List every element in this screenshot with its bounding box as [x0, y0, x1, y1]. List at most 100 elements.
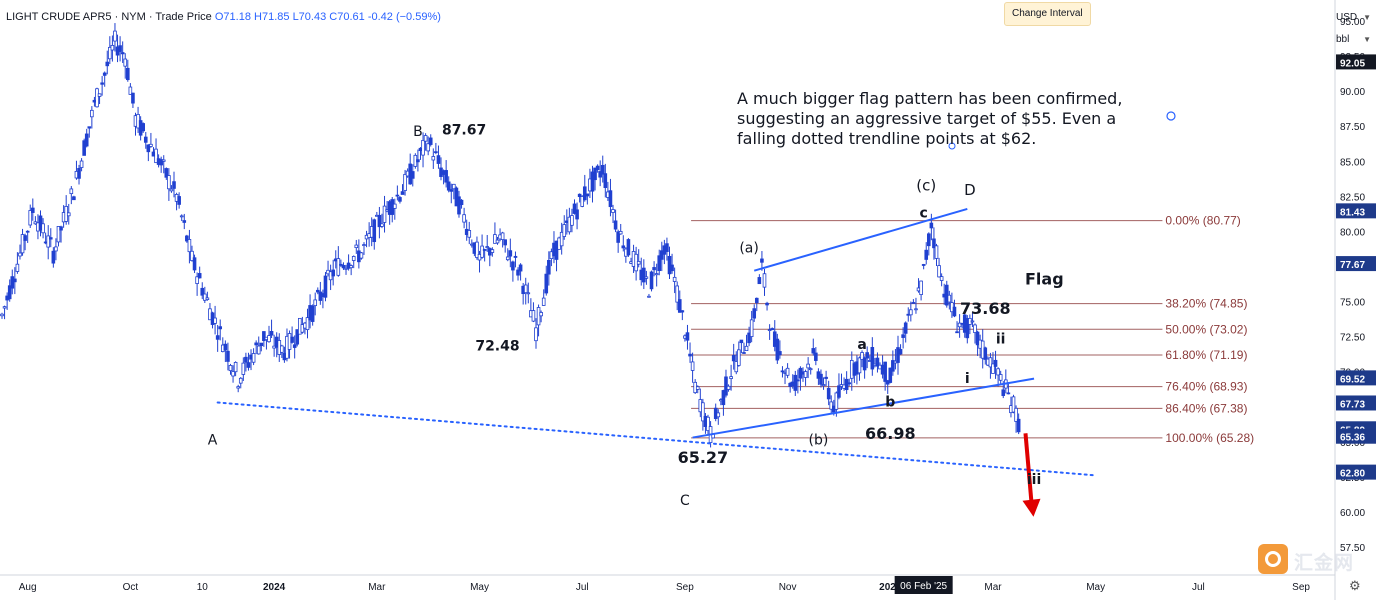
candle-body [28, 210, 33, 226]
candle-body [539, 312, 543, 317]
watermark-logo-icon [1258, 544, 1288, 574]
candle-body [672, 276, 677, 282]
candle-body [996, 368, 1000, 376]
candle-body [172, 181, 176, 189]
chart-label: i [965, 371, 970, 387]
candle-body [131, 92, 135, 104]
candle-body [354, 244, 359, 249]
dotted-trendline [216, 401, 1097, 477]
target-arrow-shaft [1023, 433, 1034, 503]
candle-body [921, 264, 926, 266]
symbol-name[interactable]: LIGHT CRUDE APR5 · NYM · Trade Price [6, 11, 212, 23]
chart-header: LIGHT CRUDE APR5 · NYM · Trade Price O71… [6, 11, 441, 23]
unit-label: bbl [1336, 34, 1350, 45]
y-tick-label: 60.00 [1340, 508, 1365, 519]
candle-body [616, 231, 620, 243]
candle-body [244, 356, 248, 363]
candle-body [814, 352, 818, 361]
candle-body [7, 285, 12, 300]
candle-body [585, 193, 590, 197]
candle-body [988, 357, 993, 368]
candle-body [377, 214, 382, 228]
candle-body [246, 362, 251, 368]
candle-body [359, 252, 364, 259]
candle-body [482, 249, 487, 251]
candle-body [803, 371, 808, 378]
candle-body [228, 365, 233, 372]
candle-body [934, 245, 939, 259]
x-tick-label: 2024 [263, 582, 286, 593]
candle-body [1001, 389, 1006, 396]
candle-body [434, 151, 438, 154]
candle-body [480, 245, 484, 258]
candle-body [118, 45, 122, 52]
candle-body [821, 384, 826, 387]
candle-body [159, 159, 163, 166]
candle-body [901, 334, 905, 338]
candle-body [998, 374, 1003, 381]
candle-body [72, 196, 76, 201]
x-tick-label: Jul [1192, 582, 1205, 593]
low-value: L70.43 [292, 11, 327, 23]
price-label: 65.36 [1340, 433, 1365, 444]
price-label-box [1336, 395, 1376, 411]
candle-body [888, 367, 893, 383]
gear-icon[interactable]: ⚙ [1349, 578, 1361, 593]
candle-body [659, 250, 664, 260]
candle-body [526, 292, 531, 295]
x-tick-label: Mar [368, 582, 386, 593]
candle-body [120, 52, 125, 55]
unit-selector[interactable]: bbl ▼ [1336, 31, 1374, 49]
chart-label: a [857, 337, 866, 353]
candle-body [223, 343, 228, 351]
candle-body [23, 235, 27, 241]
candle-body [896, 347, 900, 363]
candle-body [657, 255, 662, 272]
x-tick-label: May [1086, 582, 1105, 593]
candle-body [1016, 418, 1021, 433]
candle-body [806, 363, 810, 369]
candle-body [349, 265, 353, 269]
currency-selector[interactable]: USD ▼ [1336, 9, 1374, 27]
candle-body [79, 160, 84, 168]
candle-body [675, 285, 680, 303]
candle-body [490, 249, 495, 253]
fibonacci-retracement: 0.00% (80.77) 38.20% (74.85) 50.00% (73.02… [691, 214, 1254, 445]
candle-body [695, 386, 700, 390]
candle-body [618, 231, 623, 235]
candle-body [31, 207, 35, 213]
fib-label: 0.00% (80.77) [1165, 214, 1240, 228]
candle-body [236, 386, 240, 389]
fib-label: 76.40% (68.93) [1165, 380, 1247, 394]
candle-body [259, 342, 264, 347]
chevron-down-icon: ▼ [1363, 35, 1371, 44]
fib-label: 86.40% (67.38) [1165, 401, 1247, 415]
candle-body [731, 355, 736, 362]
x-tick-label: Sep [1292, 582, 1310, 593]
candle-body [251, 353, 256, 363]
candle-body [431, 156, 436, 161]
candle-body [590, 171, 595, 192]
candle-body [421, 140, 425, 156]
candle-body [90, 109, 94, 118]
drawing-handle [948, 142, 956, 150]
candles [0, 23, 1021, 448]
candle-body [149, 143, 153, 147]
candle-body [570, 215, 574, 226]
chart-label: ii [996, 332, 1006, 348]
candle-body [467, 230, 472, 238]
candle-body [837, 385, 841, 398]
candle-body [457, 196, 461, 215]
candle-body [937, 265, 941, 278]
chart-label: (c) [916, 177, 936, 195]
candle-body [647, 295, 651, 298]
chart-label: (a) [739, 240, 759, 256]
candle-body [495, 239, 500, 244]
candle-body [644, 276, 649, 279]
candle-body [84, 133, 89, 147]
y-tick-label: 95.00 [1340, 17, 1365, 28]
candle-body [100, 82, 104, 85]
candle-body [716, 412, 721, 418]
